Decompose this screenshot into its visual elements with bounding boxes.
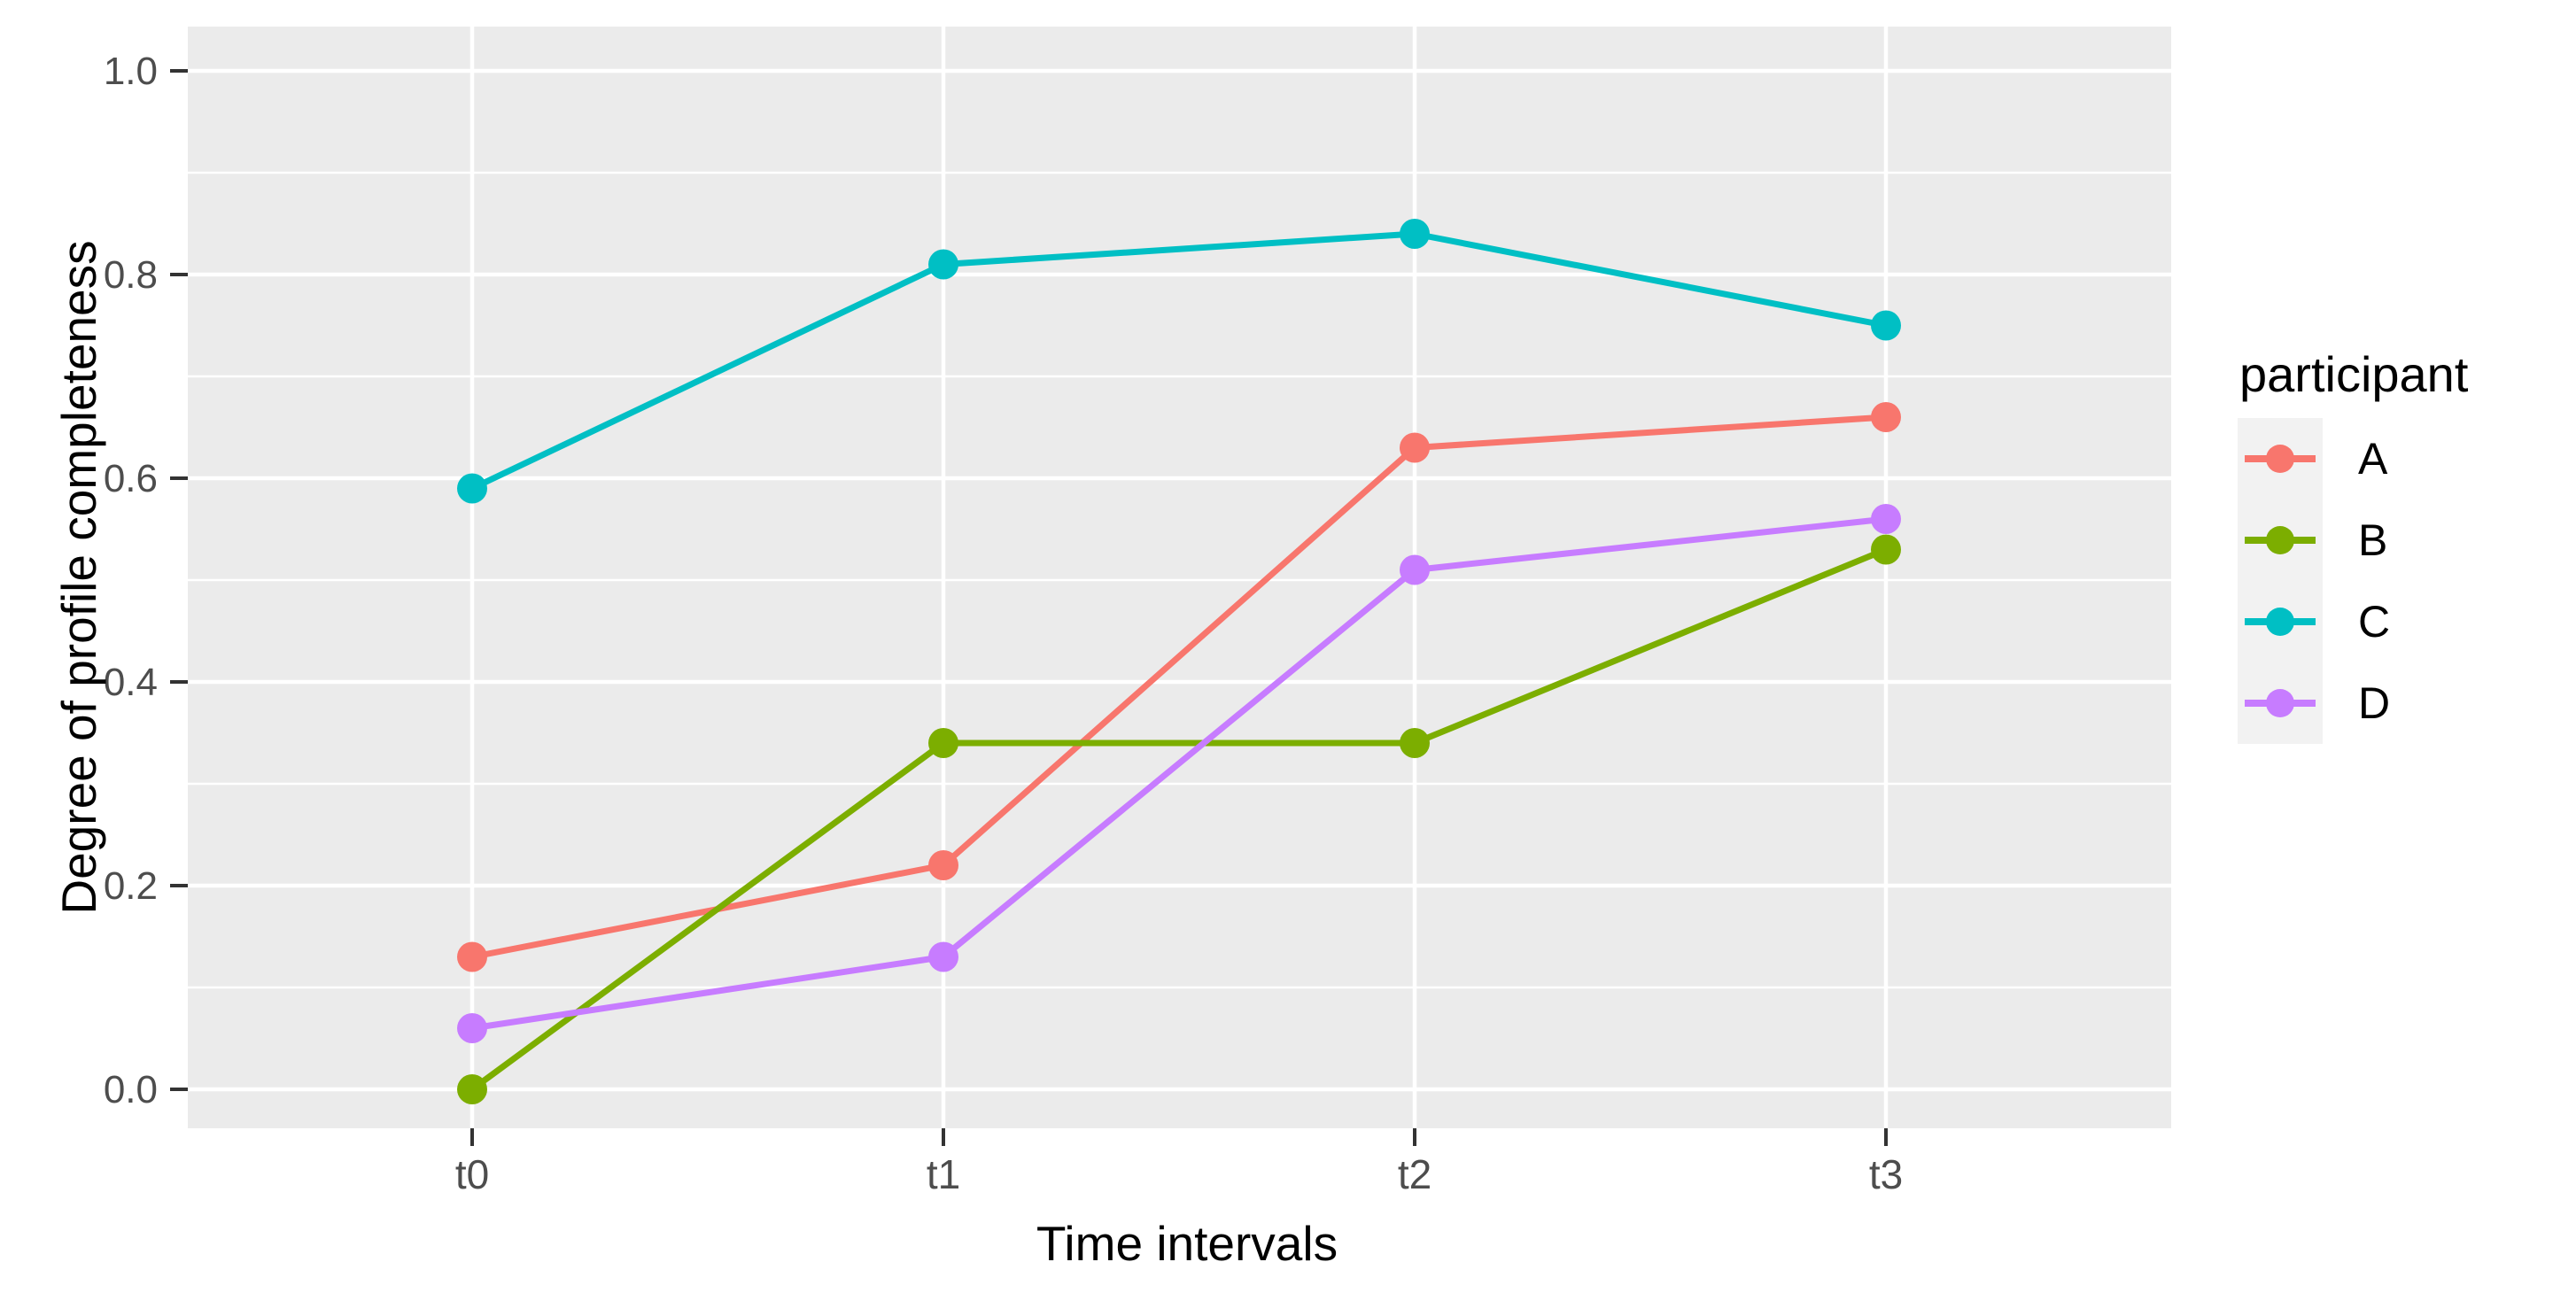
data-point-C-t3: [1871, 310, 1901, 341]
legend-title: participant: [2239, 346, 2469, 402]
y-tick-label-1.0: 1.0: [104, 50, 158, 93]
y-tick-label-0.6: 0.6: [104, 457, 158, 500]
data-point-B-t2: [1400, 728, 1430, 758]
series-line-D: [471, 515, 1887, 1032]
legend-label-C: C: [2358, 597, 2390, 646]
y-tick-label-0.4: 0.4: [104, 661, 158, 704]
x-tick-label-t2: t2: [1398, 1151, 1432, 1197]
data-point-D-t3: [1871, 504, 1901, 534]
x-axis-title: Time intervals: [1036, 1216, 1338, 1271]
data-point-A-t3: [1871, 402, 1901, 432]
y-tick-label-0.8: 0.8: [104, 253, 158, 297]
x-tick-label-t3: t3: [1869, 1151, 1903, 1197]
x-tick-label-t1: t1: [927, 1151, 960, 1197]
legend-key-point-D: [2266, 689, 2294, 717]
legend-label-B: B: [2358, 515, 2387, 565]
data-point-B-t3: [1871, 534, 1901, 565]
data-point-C-t0: [457, 473, 487, 504]
y-axis-title: Degree of profile completeness: [51, 240, 106, 914]
data-point-C-t2: [1400, 219, 1430, 249]
data-point-D-t0: [457, 1013, 487, 1043]
x-tick-label-t0: t0: [455, 1151, 489, 1197]
data-point-C-t1: [928, 249, 958, 280]
legend-label-D: D: [2358, 678, 2390, 728]
data-point-B-t1: [928, 728, 958, 758]
data-point-A-t0: [457, 941, 487, 972]
data-point-D-t2: [1400, 554, 1430, 585]
data-point-D-t1: [928, 941, 958, 972]
legend-key-point-B: [2266, 526, 2294, 554]
plot-panel: [188, 27, 2171, 1128]
legend-key-point-A: [2266, 445, 2294, 473]
y-tick-label-0.0: 0.0: [104, 1068, 158, 1111]
legend-key-point-C: [2266, 608, 2294, 636]
data-point-A-t1: [928, 850, 958, 880]
data-point-B-t0: [457, 1074, 487, 1104]
series-line-B: [469, 546, 1888, 1092]
data-point-A-t2: [1400, 432, 1430, 463]
series-line-C: [470, 230, 1887, 492]
series-line-A: [471, 414, 1887, 960]
legend-label-A: A: [2358, 434, 2388, 484]
y-tick-label-0.2: 0.2: [104, 864, 158, 908]
